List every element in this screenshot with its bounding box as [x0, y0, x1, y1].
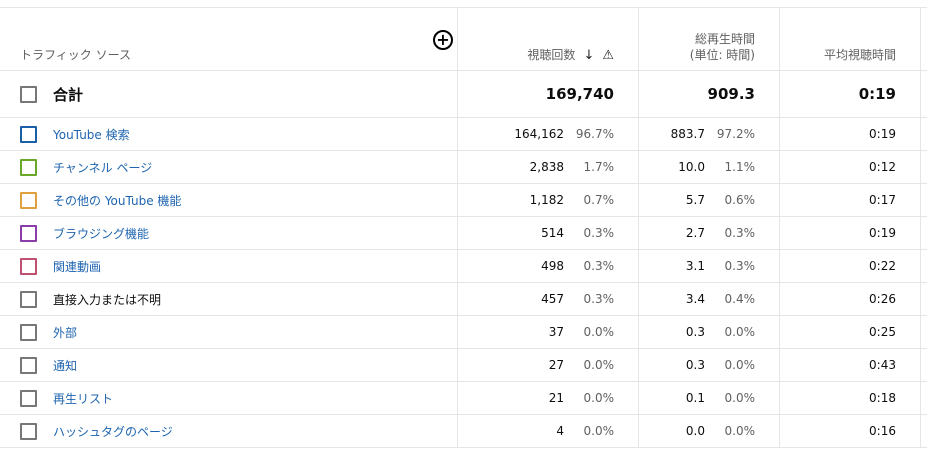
source-label[interactable]: 通知 [53, 358, 78, 373]
avg-duration-value: 0:43 [869, 358, 896, 372]
views-value: 37 [548, 325, 564, 339]
table-row: 関連動画 498 0.3% 3.1 0.3% 0:22 [0, 250, 927, 283]
watch-time-percent: 0.0% [724, 325, 756, 339]
views-percent: 0.0% [583, 358, 615, 372]
avg-duration-value: 0:25 [869, 325, 896, 339]
source-label[interactable]: ハッシュタグのページ [53, 424, 173, 439]
watch-time-value: 10.0 [678, 160, 705, 174]
table-row: その他の YouTube 機能 1,182 0.7% 5.7 0.6% 0:17 [0, 184, 927, 217]
table-row: チャンネル ページ 2,838 1.7% 10.0 1.1% 0:12 [0, 151, 927, 184]
views-value: 21 [548, 391, 564, 405]
row-checkbox[interactable] [20, 356, 37, 374]
watch-time-percent: 0.0% [724, 391, 756, 405]
views-percent: 0.3% [583, 259, 615, 273]
table-row: 再生リスト 21 0.0% 0.1 0.0% 0:18 [0, 382, 927, 415]
watch-time-percent: 97.2% [716, 127, 755, 141]
views-percent: 96.7% [575, 127, 614, 141]
total-avg: 0:19 [858, 85, 896, 103]
source-label[interactable]: チャンネル ページ [53, 160, 153, 175]
source-label[interactable]: YouTube 検索 [53, 127, 130, 142]
watch-time-percent: 0.6% [724, 193, 756, 207]
header-views[interactable]: 視聴回数 ↓ ⚠ [457, 8, 638, 70]
watch-time-value: 3.1 [685, 259, 705, 273]
views-percent: 0.0% [583, 424, 615, 438]
source-label[interactable]: 再生リスト [53, 391, 114, 406]
row-checkbox[interactable] [20, 191, 37, 209]
row-checkbox[interactable] [20, 422, 37, 440]
total-views: 169,740 [545, 85, 614, 103]
watch-time-percent: 0.3% [724, 226, 756, 240]
watch-time-value: 0.0 [685, 424, 705, 438]
row-checkbox[interactable] [20, 389, 37, 407]
source-label[interactable]: 外部 [53, 325, 78, 340]
watch-time-percent: 0.4% [724, 292, 756, 306]
watch-time-percent: 0.0% [724, 424, 756, 438]
avg-duration-value: 0:17 [869, 193, 896, 207]
table-row: 直接入力または不明 457 0.3% 3.4 0.4% 0:26 [0, 283, 927, 316]
views-value: 27 [548, 358, 564, 372]
views-percent: 0.0% [583, 391, 615, 405]
header-watch-time-label: 総再生時間 [694, 32, 755, 46]
row-checkbox[interactable] [20, 158, 37, 176]
views-value: 2,838 [529, 160, 564, 174]
row-checkbox[interactable] [20, 257, 37, 275]
traffic-source-table: トラフィック ソース + 視聴回数 ↓ ⚠ 総再生時間 (単位: 時間) 平均視聴時間 … [0, 7, 927, 448]
avg-duration-value: 0:12 [869, 160, 896, 174]
total-watch-time: 909.3 [707, 85, 755, 103]
table-row: ブラウジング機能 514 0.3% 2.7 0.3% 0:19 [0, 217, 927, 250]
header-traffic-source: トラフィック ソース [20, 48, 131, 62]
total-label: 合計 [53, 85, 84, 104]
watch-time-percent: 1.1% [724, 160, 756, 174]
header-watch-time[interactable]: 総再生時間 (単位: 時間) [638, 8, 779, 70]
table-header: トラフィック ソース + 視聴回数 ↓ ⚠ 総再生時間 (単位: 時間) 平均視聴時間 [0, 8, 927, 71]
watch-time-value: 0.1 [685, 391, 705, 405]
table-row: 外部 37 0.0% 0.3 0.0% 0:25 [0, 316, 927, 349]
table-row: 通知 27 0.0% 0.3 0.0% 0:43 [0, 349, 927, 382]
watch-time-value: 883.7 [670, 127, 705, 141]
warning-icon[interactable]: ⚠ [602, 48, 614, 63]
watch-time-percent: 0.3% [724, 259, 756, 273]
watch-time-value: 0.3 [685, 325, 705, 339]
views-value: 514 [541, 226, 564, 240]
header-views-label: 視聴回数 [527, 48, 576, 62]
watch-time-value: 3.4 [685, 292, 705, 306]
views-value: 1,182 [529, 193, 564, 207]
views-percent: 1.7% [583, 160, 615, 174]
arrow-down-icon[interactable]: ↓ [583, 48, 595, 63]
source-label: 直接入力または不明 [53, 292, 162, 307]
views-value: 498 [541, 259, 564, 273]
avg-duration-value: 0:16 [869, 424, 896, 438]
source-label[interactable]: 関連動画 [53, 259, 102, 274]
row-checkbox[interactable] [20, 323, 37, 341]
add-circle-icon[interactable]: + [433, 30, 453, 50]
header-avg-view-duration[interactable]: 平均視聴時間 [779, 8, 920, 70]
views-percent: 0.3% [583, 292, 615, 306]
views-percent: 0.0% [583, 325, 615, 339]
views-percent: 0.7% [583, 193, 615, 207]
row-checkbox[interactable] [20, 290, 37, 308]
table-row: ハッシュタグのページ 4 0.0% 0.0 0.0% 0:16 [0, 415, 927, 448]
source-label[interactable]: その他の YouTube 機能 [53, 193, 182, 208]
row-checkbox[interactable] [20, 224, 37, 242]
avg-duration-value: 0:19 [869, 127, 896, 141]
avg-duration-value: 0:26 [869, 292, 896, 306]
row-checkbox[interactable] [20, 125, 37, 143]
views-value: 4 [556, 424, 564, 438]
avg-duration-value: 0:18 [869, 391, 896, 405]
header-watch-time-unit: (単位: 時間) [689, 48, 755, 62]
watch-time-percent: 0.0% [724, 358, 756, 372]
header-avg-label: 平均視聴時間 [823, 48, 896, 62]
total-checkbox[interactable] [20, 85, 37, 103]
views-value: 164,162 [514, 127, 564, 141]
views-percent: 0.3% [583, 226, 615, 240]
views-value: 457 [541, 292, 564, 306]
watch-time-value: 2.7 [685, 226, 705, 240]
source-label[interactable]: ブラウジング機能 [53, 226, 150, 241]
avg-duration-value: 0:22 [869, 259, 896, 273]
watch-time-value: 5.7 [685, 193, 705, 207]
avg-duration-value: 0:19 [869, 226, 896, 240]
table-row: YouTube 検索 164,162 96.7% 883.7 97.2% 0:19 [0, 118, 927, 151]
watch-time-value: 0.3 [685, 358, 705, 372]
total-row: 合計 169,740 909.3 0:19 [0, 71, 927, 118]
